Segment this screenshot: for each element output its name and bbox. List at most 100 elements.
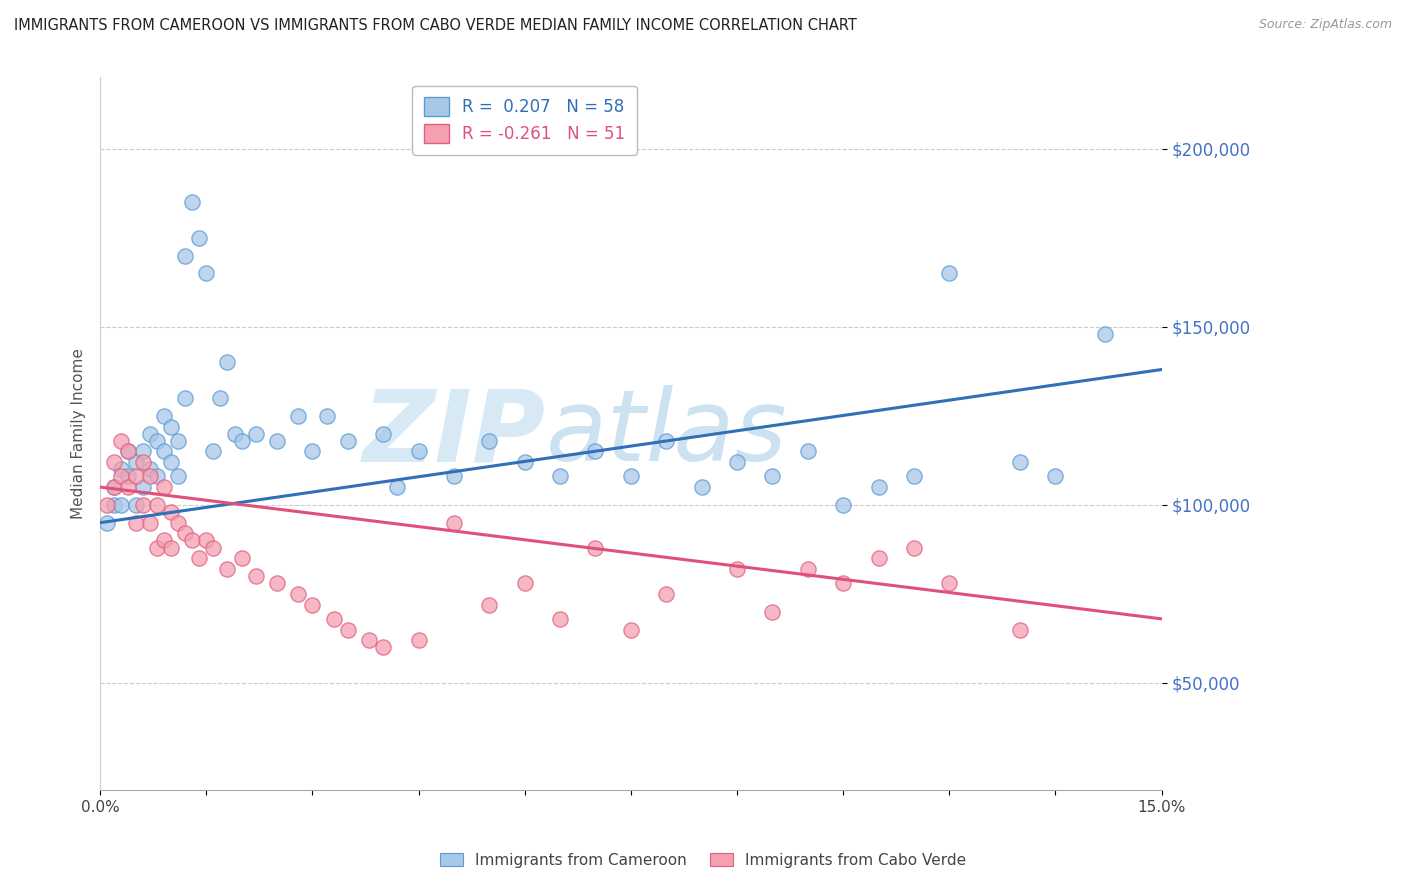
- Point: [202, 444, 225, 458]
- Point: [110, 498, 132, 512]
- Legend: R =  0.207   N = 58, R = -0.261   N = 51: R = 0.207 N = 58, R = -0.261 N = 51: [412, 86, 637, 155]
- Point: [655, 587, 678, 601]
- Point: [478, 598, 501, 612]
- Point: [231, 434, 253, 448]
- Point: [548, 612, 571, 626]
- Point: [245, 569, 267, 583]
- Point: [725, 562, 748, 576]
- Point: [266, 576, 288, 591]
- Point: [174, 248, 197, 262]
- Point: [1094, 326, 1116, 341]
- Point: [103, 480, 125, 494]
- Point: [153, 409, 176, 423]
- Point: [124, 455, 146, 469]
- Point: [167, 434, 190, 448]
- Point: [513, 455, 536, 469]
- Point: [903, 469, 925, 483]
- Point: [117, 444, 139, 458]
- Point: [357, 633, 380, 648]
- Point: [655, 434, 678, 448]
- Point: [373, 640, 395, 655]
- Point: [117, 444, 139, 458]
- Point: [145, 434, 167, 448]
- Point: [110, 469, 132, 483]
- Point: [217, 562, 239, 576]
- Point: [131, 498, 153, 512]
- Point: [153, 533, 176, 548]
- Point: [513, 576, 536, 591]
- Y-axis label: Median Family Income: Median Family Income: [72, 348, 86, 519]
- Point: [287, 587, 309, 601]
- Point: [938, 576, 960, 591]
- Point: [188, 231, 211, 245]
- Point: [117, 480, 139, 494]
- Point: [167, 516, 190, 530]
- Point: [224, 426, 246, 441]
- Point: [124, 516, 146, 530]
- Point: [832, 498, 855, 512]
- Point: [103, 455, 125, 469]
- Point: [336, 434, 359, 448]
- Point: [620, 469, 643, 483]
- Point: [195, 533, 218, 548]
- Point: [868, 551, 890, 566]
- Point: [131, 444, 153, 458]
- Point: [131, 455, 153, 469]
- Text: Source: ZipAtlas.com: Source: ZipAtlas.com: [1258, 18, 1392, 31]
- Point: [217, 355, 239, 369]
- Point: [138, 426, 160, 441]
- Point: [110, 434, 132, 448]
- Point: [322, 612, 344, 626]
- Legend: Immigrants from Cameroon, Immigrants from Cabo Verde: Immigrants from Cameroon, Immigrants fro…: [432, 845, 974, 875]
- Point: [145, 498, 167, 512]
- Point: [336, 623, 359, 637]
- Point: [153, 480, 176, 494]
- Point: [145, 469, 167, 483]
- Point: [585, 444, 607, 458]
- Point: [124, 469, 146, 483]
- Point: [443, 516, 465, 530]
- Text: atlas: atlas: [546, 385, 787, 483]
- Point: [145, 541, 167, 555]
- Point: [725, 455, 748, 469]
- Text: ZIP: ZIP: [363, 385, 546, 483]
- Point: [103, 498, 125, 512]
- Point: [832, 576, 855, 591]
- Point: [96, 498, 118, 512]
- Point: [1045, 469, 1067, 483]
- Point: [796, 444, 818, 458]
- Point: [160, 505, 183, 519]
- Point: [245, 426, 267, 441]
- Point: [231, 551, 253, 566]
- Point: [96, 516, 118, 530]
- Point: [160, 541, 183, 555]
- Point: [315, 409, 337, 423]
- Point: [110, 462, 132, 476]
- Point: [548, 469, 571, 483]
- Point: [131, 480, 153, 494]
- Point: [373, 426, 395, 441]
- Point: [301, 444, 323, 458]
- Point: [620, 623, 643, 637]
- Point: [117, 469, 139, 483]
- Point: [138, 469, 160, 483]
- Point: [1008, 623, 1031, 637]
- Point: [690, 480, 713, 494]
- Point: [903, 541, 925, 555]
- Point: [188, 551, 211, 566]
- Point: [387, 480, 409, 494]
- Point: [408, 444, 430, 458]
- Point: [181, 533, 204, 548]
- Point: [195, 266, 218, 280]
- Point: [938, 266, 960, 280]
- Point: [478, 434, 501, 448]
- Point: [443, 469, 465, 483]
- Point: [202, 541, 225, 555]
- Point: [181, 195, 204, 210]
- Point: [160, 455, 183, 469]
- Point: [287, 409, 309, 423]
- Point: [138, 462, 160, 476]
- Text: IMMIGRANTS FROM CAMEROON VS IMMIGRANTS FROM CABO VERDE MEDIAN FAMILY INCOME CORR: IMMIGRANTS FROM CAMEROON VS IMMIGRANTS F…: [14, 18, 856, 33]
- Point: [266, 434, 288, 448]
- Point: [124, 498, 146, 512]
